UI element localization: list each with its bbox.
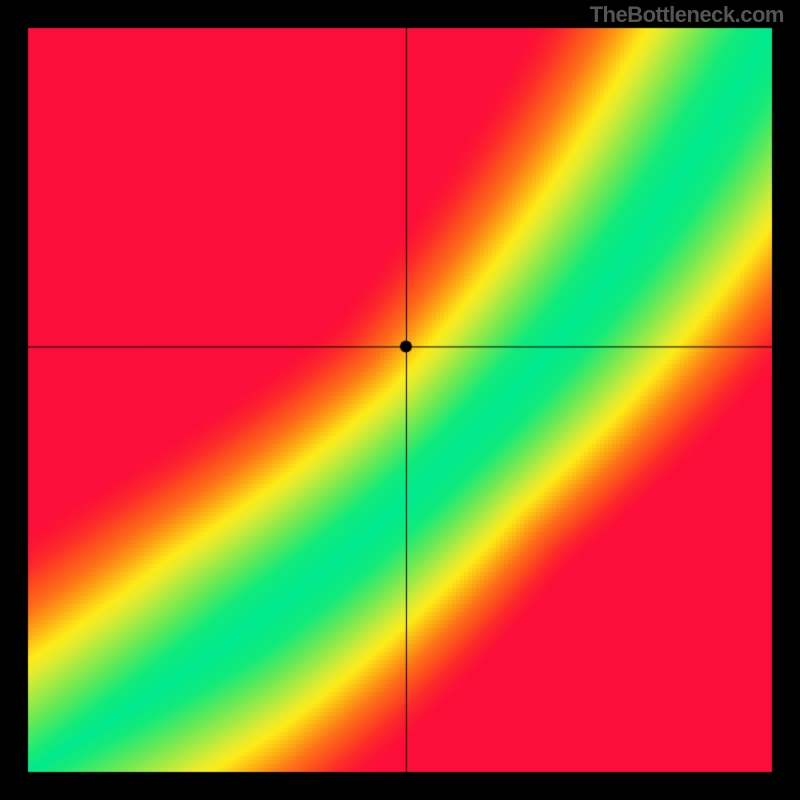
bottleneck-heatmap [0,0,800,800]
watermark-label: TheBottleneck.com [590,2,784,28]
